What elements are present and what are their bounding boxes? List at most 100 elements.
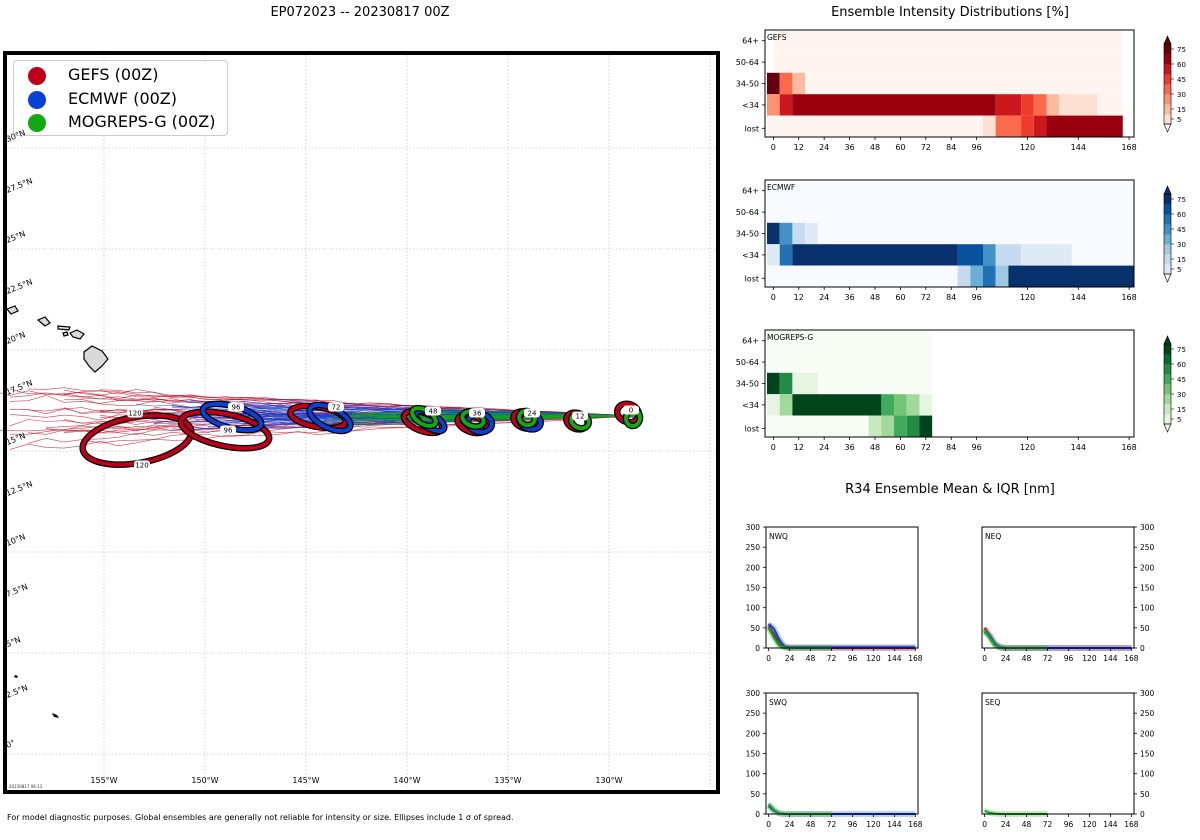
r34-x-label: 168 [1124,654,1139,663]
colorbar-tick-label: 45 [1177,76,1186,84]
r34-y-label: 50 [1140,790,1150,799]
intensity-title: Ensemble Intensity Distributions [%] [831,5,1069,20]
legend-marker-mogreps [28,114,46,132]
lon-label: 150°W [191,776,219,785]
r34-y-label: 0 [755,644,760,653]
r34-frame [981,692,1135,815]
r34-x-label: 72 [1043,654,1053,663]
r34-panel-title: SEQ [985,698,1000,707]
intensity-y-label: 50-64 [736,58,759,67]
heatmap-cell [792,244,958,266]
r34-x-label: 120 [866,654,881,663]
colorbar-swatch [1164,204,1171,215]
heatmap-cell [995,94,1022,116]
heatmap-cell [805,72,1123,95]
intensity-x-label: 84 [946,143,956,152]
colorbar-tick-label: 75 [1177,346,1186,354]
r34-x-label: 0 [982,654,987,663]
r34-y-label: 50 [750,790,760,799]
colorbar-swatch [1164,264,1171,275]
heatmap-cell [1046,115,1123,137]
intensity-x-label: 84 [946,443,956,452]
heatmap-cell [881,415,895,437]
colorbar-tick-label: 30 [1177,241,1186,249]
r34-x-label: 144 [887,820,902,829]
lon-label: 155°W [90,776,118,785]
heatmap-cell [767,94,780,116]
heatmap-cell [817,372,933,395]
r34-y-label: 0 [1140,810,1145,819]
map-legend: GEFS (00Z) ECMWF (00Z) MOGREPS-G (00Z) [13,60,228,136]
r34-x-label: 0 [766,654,771,663]
r34-y-label: 50 [750,624,760,633]
heatmap-cell [906,394,920,416]
heatmap-cell [767,244,780,266]
intensity-x-label: 36 [844,443,854,452]
heatmap-cell [792,394,882,416]
intensity-x-label: 72 [921,143,931,152]
r34-x-label: 120 [866,820,881,829]
colorbar-tick-label: 75 [1177,46,1186,54]
heatmap-cell [906,415,920,437]
colorbar-swatch [1164,194,1171,205]
intensity-x-label: 168 [1121,293,1136,302]
heatmap-cell [767,72,780,95]
intensity-x-label: 144 [1071,143,1086,152]
intensity-x-label: 120 [1020,143,1035,152]
lon-label: 130°W [595,776,623,785]
footnote: For model diagnostic purposes. Global en… [7,813,514,822]
r34-x-label: 120 [1082,820,1097,829]
r34-x-label: 144 [887,654,902,663]
legend-label-gefs: GEFS (00Z) [68,65,159,84]
r34-y-label: 250 [746,709,761,718]
r34-x-label: 168 [1124,820,1139,829]
colorbar-swatch [1164,244,1171,255]
r34-title: R34 Ensemble Mean & IQR [nm] [845,482,1055,497]
colorbar-tick-label: 15 [1177,406,1186,414]
r34-x-label: 0 [982,820,987,829]
r34-x-label: 96 [848,820,858,829]
intensity-y-label: <34 [742,101,759,110]
intensity-x-label: 24 [819,143,829,152]
r34-x-label: 48 [806,820,816,829]
r34-y-label: 200 [1140,729,1155,738]
colorbar-swatch [1164,254,1171,265]
intensity-x-label: 84 [946,293,956,302]
r34-y-label: 100 [746,770,761,779]
intensity-y-label: <34 [742,251,759,260]
intensity-y-label: 50-64 [736,358,759,367]
r34-y-label: 250 [1140,709,1155,718]
r34-x-label: 48 [1022,820,1032,829]
colorbar-tick-label: 5 [1177,266,1181,274]
r34-x-label: 96 [1064,654,1074,663]
colorbar-swatch [1164,44,1171,55]
heatmap-cell [995,244,1022,266]
heatmap-cell [995,265,1009,287]
intensity-y-label: 50-64 [736,208,759,217]
r34-x-label: 24 [785,820,795,829]
intensity-x-label: 12 [794,143,804,152]
intensity-y-label: 34-50 [736,230,759,239]
heatmap-cell [919,394,933,416]
heatmap-cell [894,415,907,437]
intensity-y-label: <34 [742,401,759,410]
intensity-x-label: 144 [1071,443,1086,452]
heatmap-cell [773,51,1123,73]
intensity-x-label: 96 [972,143,982,152]
heatmap-cell [957,265,971,287]
r34-x-label: 96 [1064,820,1074,829]
intensity-x-label: 12 [794,443,804,452]
heatmap-cell [779,94,793,116]
r34-x-label: 144 [1103,820,1118,829]
heatmap-cell [817,222,1134,245]
intensity-y-label: 64+ [742,37,759,46]
r34-y-label: 300 [1140,523,1155,532]
colorbar-tick-label: 15 [1177,256,1186,264]
heatmap-cell [1021,244,1072,266]
intensity-x-label: 120 [1020,293,1035,302]
lon-label: 135°W [494,776,522,785]
colorbar-tick-label: 5 [1177,416,1181,424]
r34-x-label: 72 [1043,820,1053,829]
